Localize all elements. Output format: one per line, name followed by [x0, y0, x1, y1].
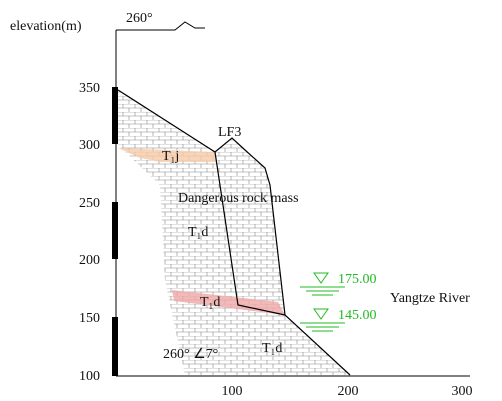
direction: 260° — [126, 11, 153, 26]
rock-mass-label: Dangerous rock mass — [178, 191, 299, 206]
diagram: elevation(m) 260° 350 300 250 200 150 10… — [0, 0, 502, 401]
layer-label: T₁d — [200, 295, 220, 310]
y-label: elevation(m) — [10, 19, 82, 34]
attitude-label: 260° ∠7° — [163, 347, 218, 362]
x-tick: 200 — [338, 384, 359, 399]
water-level: 145.00 — [338, 308, 377, 323]
layer-label: T₁j — [162, 149, 179, 164]
y-tick: 350 — [79, 81, 100, 96]
page: {"axis": {"y_label": "elevation(m)", "di… — [0, 0, 502, 401]
water-level: 175.00 — [338, 272, 377, 287]
y-tick: 250 — [79, 196, 100, 211]
y-tick: 300 — [79, 138, 100, 153]
layer-label: T₁d — [188, 225, 208, 240]
y-tick: 200 — [79, 253, 100, 268]
fault-label: LF3 — [218, 125, 241, 140]
y-tick: 100 — [79, 369, 100, 384]
scale-bar — [112, 87, 118, 376]
y-tick: 150 — [79, 311, 100, 326]
x-tick: 300 — [452, 384, 473, 399]
x-tick: 100 — [222, 384, 243, 399]
river-label: Yangtze River — [390, 291, 470, 306]
layer-label: T₁d — [262, 341, 282, 356]
